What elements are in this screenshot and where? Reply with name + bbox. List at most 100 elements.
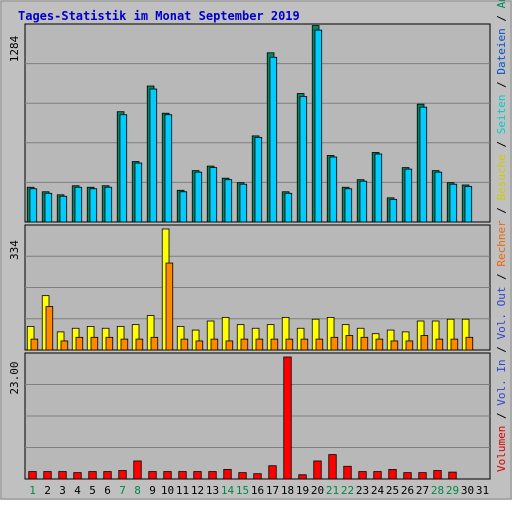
y-axis-max-label: 1284 [8, 35, 21, 62]
bar-seiten [299, 96, 308, 223]
bar-rechner [435, 338, 444, 351]
x-tick-label: 27 [416, 484, 429, 497]
bar-rechner [315, 338, 324, 351]
bar-seiten [74, 186, 83, 223]
legend-part: Dateien [495, 28, 508, 74]
bar-seiten [59, 195, 68, 223]
legend-part: Vol. In [495, 359, 508, 405]
x-tick-label: 6 [104, 484, 111, 497]
bar-rechner [75, 336, 84, 351]
x-tick-label: 10 [161, 484, 174, 497]
legend-part: Volumen [495, 426, 508, 472]
bar-rechner [465, 336, 474, 351]
bar-seiten [119, 114, 128, 223]
legend-part: / [495, 75, 508, 95]
bar-rechner [105, 336, 114, 351]
bar-volumen [418, 472, 427, 480]
bar-rechner [45, 306, 54, 351]
x-tick-label: 22 [341, 484, 354, 497]
bar-seiten [464, 186, 473, 223]
legend-part: / [495, 267, 508, 287]
bar-volumen [328, 454, 337, 480]
x-tick-label: 2 [44, 484, 51, 497]
x-tick-label: 17 [266, 484, 279, 497]
bar-seiten [254, 136, 263, 223]
x-tick-label: 13 [206, 484, 219, 497]
bar-seiten [179, 191, 188, 223]
bar-seiten [404, 168, 413, 223]
x-tick-label: 7 [119, 484, 126, 497]
bar-seiten [359, 180, 368, 223]
bar-volumen [73, 472, 82, 480]
bar-rechner [330, 336, 339, 351]
x-tick-label: 19 [296, 484, 309, 497]
bar-seiten [269, 56, 278, 223]
bar-volumen [238, 472, 247, 480]
bar-volumen [253, 473, 262, 480]
bar-seiten [194, 171, 203, 223]
x-tick-label: 5 [89, 484, 96, 497]
bar-seiten [149, 88, 158, 223]
bar-seiten [419, 106, 428, 223]
bar-rechner [135, 338, 144, 351]
bar-volumen [118, 470, 127, 480]
legend-part: / [495, 406, 508, 426]
bar-rechner [450, 338, 459, 351]
x-tick-label: 8 [134, 484, 141, 497]
bar-seiten [29, 188, 38, 223]
bar-rechner [210, 338, 219, 351]
x-tick-label: 11 [176, 484, 189, 497]
bar-volumen [43, 471, 52, 480]
bar-volumen [373, 471, 382, 480]
chart-title: Tages-Statistik im Monat September 2019 [18, 9, 300, 23]
bar-rechner [345, 335, 354, 351]
legend-part: / [495, 8, 508, 28]
bar-rechner [300, 338, 309, 351]
bar-rechner [180, 338, 189, 351]
bar-volumen [313, 460, 322, 480]
bar-volumen [163, 471, 172, 480]
x-tick-label: 4 [74, 484, 81, 497]
bar-volumen [88, 471, 97, 480]
legend-part: Vol. Out [495, 287, 508, 340]
bar-seiten [224, 179, 233, 223]
right-legend: Volumen / Vol. In / Vol. Out / Rechner /… [495, 0, 508, 472]
bar-volumen [448, 471, 457, 480]
bar-rechner [420, 335, 429, 351]
bar-rechner [375, 338, 384, 351]
bar-rechner [270, 338, 279, 351]
bar-rechner [285, 338, 294, 351]
bar-volumen [103, 471, 112, 480]
y-axis-max-label: 23.00 [8, 361, 21, 394]
bar-seiten [284, 192, 293, 223]
bar-volumen [433, 470, 442, 480]
x-tick-label: 23 [356, 484, 369, 497]
x-tick-label: 1 [29, 484, 36, 497]
legend-part: Rechner [495, 220, 508, 267]
bar-volumen [148, 471, 157, 480]
chart-panel-top: 1284 [8, 23, 491, 223]
legend-part: Besuche [495, 154, 508, 200]
bar-volumen [298, 474, 307, 480]
legend-part: / [495, 340, 508, 360]
legend-part: / [495, 134, 508, 154]
bar-volumen [268, 465, 277, 480]
x-tick-label: 16 [251, 484, 264, 497]
bar-seiten [239, 183, 248, 223]
bar-volumen [133, 460, 142, 480]
bar-volumen [193, 471, 202, 480]
bar-seiten [374, 153, 383, 223]
bar-volumen [358, 471, 367, 480]
x-tick-label: 30 [461, 484, 474, 497]
bar-seiten [434, 171, 443, 223]
bar-volumen [28, 471, 37, 480]
bar-rechner [60, 340, 69, 351]
bar-volumen [58, 471, 67, 480]
x-tick-label: 21 [326, 484, 339, 497]
bar-seiten [389, 198, 398, 223]
x-tick-label: 12 [191, 484, 204, 497]
bar-rechner [255, 338, 264, 351]
x-tick-label: 28 [431, 484, 444, 497]
